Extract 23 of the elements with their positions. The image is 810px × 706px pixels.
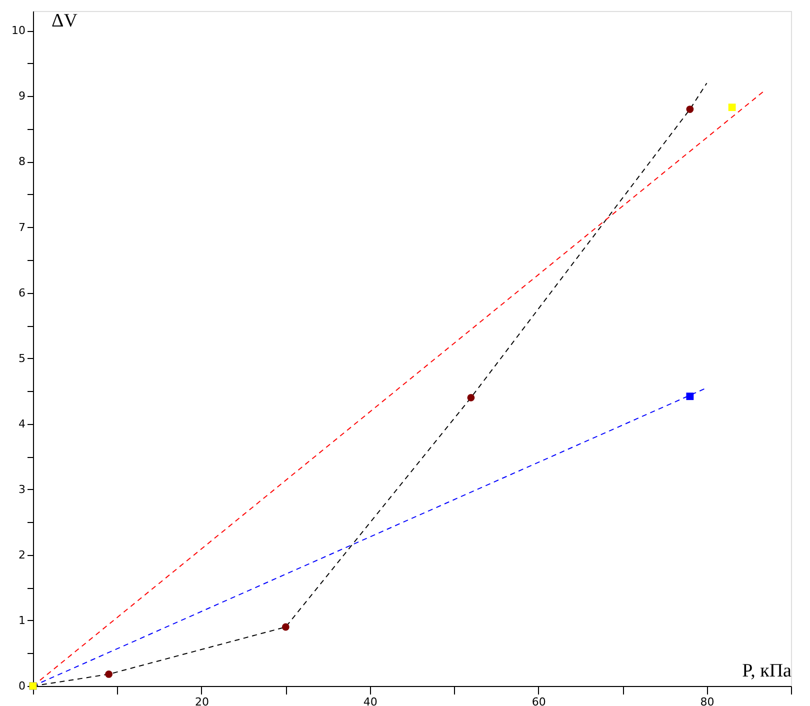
y-tick-label: 8 bbox=[18, 155, 26, 168]
y-tick-label: 7 bbox=[18, 220, 26, 234]
x-tick-label: 80 bbox=[700, 696, 714, 706]
y-axis-title: ΔV bbox=[52, 10, 78, 32]
y-tick-label: 0 bbox=[18, 680, 26, 692]
point bbox=[686, 392, 694, 400]
y-tick-label: 9 bbox=[18, 90, 26, 103]
point bbox=[282, 623, 290, 631]
point bbox=[467, 394, 475, 402]
y-tick-label: 10 bbox=[12, 24, 26, 38]
x-tick-label: 40 bbox=[363, 696, 378, 706]
x-tick-label: 60 bbox=[532, 696, 546, 706]
y-tick-label: 6 bbox=[18, 286, 26, 300]
y-tick-label: 2 bbox=[18, 548, 26, 562]
y-tick-label: 1 bbox=[18, 614, 26, 627]
point bbox=[105, 670, 113, 678]
x-axis-title: P, кПа bbox=[742, 660, 792, 682]
point bbox=[686, 106, 694, 113]
y-tick-label: 5 bbox=[18, 352, 26, 365]
y-tick-label: 3 bbox=[18, 482, 26, 496]
point bbox=[728, 104, 736, 112]
y-tick-label: 4 bbox=[18, 417, 26, 430]
x-tick-label: 20 bbox=[194, 696, 209, 706]
